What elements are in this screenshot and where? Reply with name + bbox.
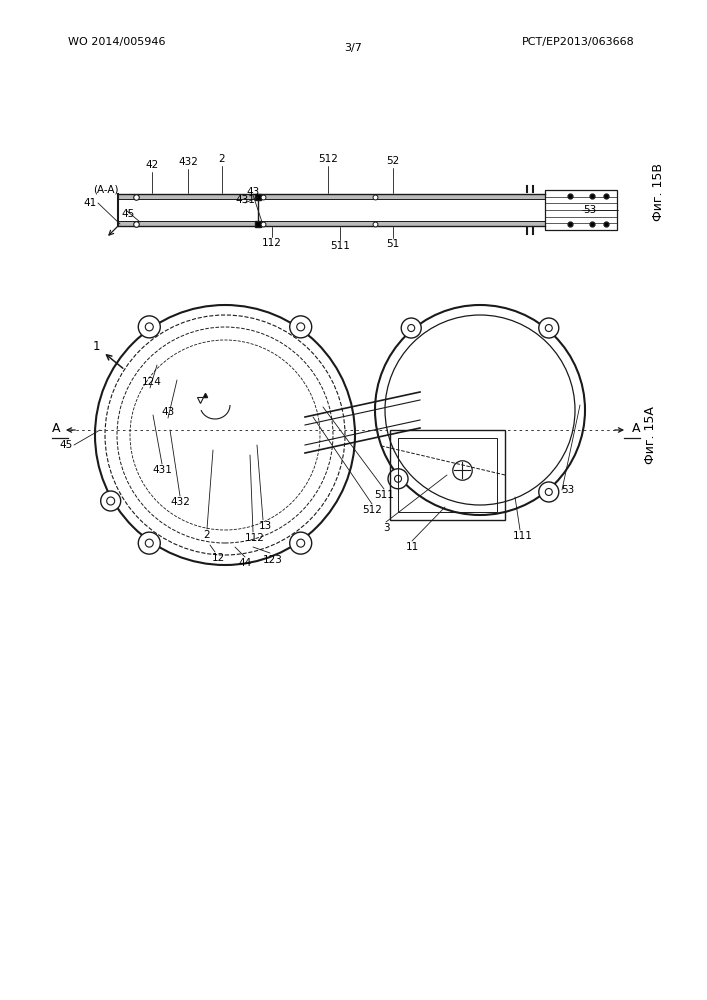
Polygon shape xyxy=(118,221,545,226)
Text: 41: 41 xyxy=(83,198,97,208)
Text: 432: 432 xyxy=(178,157,198,167)
Text: 2: 2 xyxy=(204,530,210,540)
Text: 44: 44 xyxy=(238,558,252,568)
Circle shape xyxy=(290,316,312,338)
Text: 45: 45 xyxy=(60,440,73,450)
Text: 111: 111 xyxy=(513,531,533,541)
Text: 124: 124 xyxy=(142,377,162,387)
Text: 3: 3 xyxy=(382,523,390,533)
Text: 52: 52 xyxy=(386,156,399,166)
Circle shape xyxy=(401,318,421,338)
Text: 43: 43 xyxy=(246,187,259,197)
Text: A: A xyxy=(632,422,641,436)
Bar xyxy=(398,438,497,512)
Circle shape xyxy=(539,318,559,338)
Text: Фиг. 15A: Фиг. 15A xyxy=(643,406,657,464)
Text: 511: 511 xyxy=(374,490,394,500)
Text: 432: 432 xyxy=(170,497,190,507)
Bar xyxy=(390,430,505,520)
Circle shape xyxy=(100,491,121,511)
Text: A: A xyxy=(52,422,60,436)
Text: 512: 512 xyxy=(362,505,382,515)
Circle shape xyxy=(139,316,160,338)
Text: 45: 45 xyxy=(122,209,134,219)
Text: 51: 51 xyxy=(386,239,399,249)
Text: 42: 42 xyxy=(146,160,158,170)
Text: 511: 511 xyxy=(330,241,350,251)
Circle shape xyxy=(388,469,408,489)
Text: PCT/EP2013/063668: PCT/EP2013/063668 xyxy=(522,37,635,47)
Text: 112: 112 xyxy=(262,238,282,248)
Text: 53: 53 xyxy=(583,205,596,215)
Text: WO 2014/005946: WO 2014/005946 xyxy=(68,37,165,47)
Text: 12: 12 xyxy=(211,553,225,563)
Text: 13: 13 xyxy=(258,521,271,531)
Text: 3/7: 3/7 xyxy=(344,43,362,53)
Polygon shape xyxy=(118,194,545,199)
Text: 53: 53 xyxy=(561,485,575,495)
Text: 112: 112 xyxy=(245,533,265,543)
Text: 431: 431 xyxy=(152,465,172,475)
Text: 123: 123 xyxy=(263,555,283,565)
Bar xyxy=(545,190,617,230)
Text: Фиг. 15B: Фиг. 15B xyxy=(651,163,665,221)
Text: 43: 43 xyxy=(161,407,175,417)
Text: 431: 431 xyxy=(235,195,255,205)
Text: 2: 2 xyxy=(218,154,226,164)
Circle shape xyxy=(539,482,559,502)
Text: 11: 11 xyxy=(405,542,419,552)
Circle shape xyxy=(290,532,312,554)
Text: 1: 1 xyxy=(93,340,100,353)
Circle shape xyxy=(139,532,160,554)
Text: 512: 512 xyxy=(318,154,338,164)
Text: (A-A): (A-A) xyxy=(93,185,119,195)
